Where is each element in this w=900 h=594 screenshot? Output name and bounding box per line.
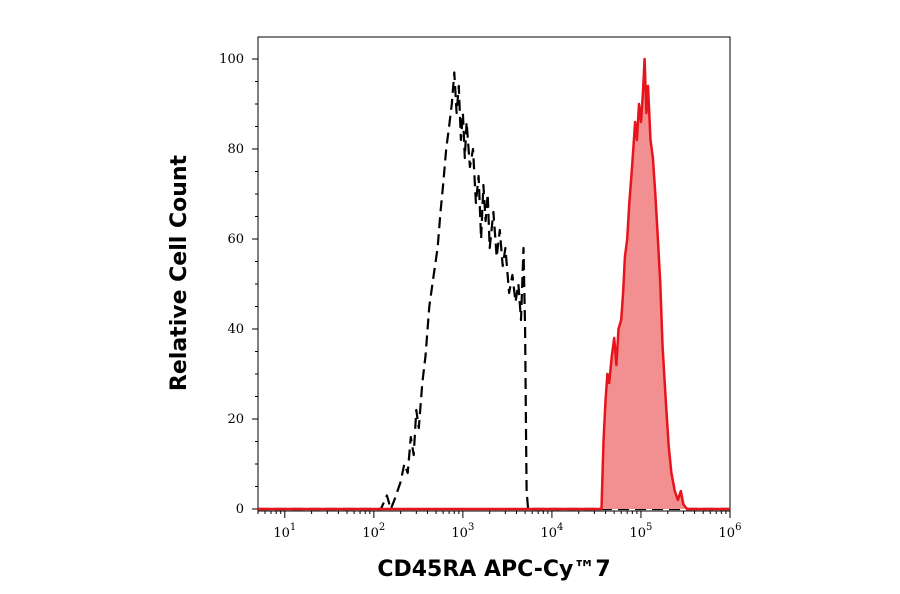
y-tick-label: 40 — [227, 322, 244, 337]
y-axis-title: Relative Cell Count — [167, 154, 192, 391]
series-layer — [258, 57, 730, 511]
x-axis-ticks: 101 102 103 104 105 106 — [257, 511, 742, 541]
y-tick-label: 0 — [236, 502, 244, 517]
y-axis-ticks: 0 20 40 60 80 100 — [219, 52, 258, 517]
x-tick-label: 105 — [629, 522, 652, 541]
x-tick-label: 104 — [540, 522, 563, 541]
y-tick-label: 20 — [227, 412, 244, 427]
y-tick-label: 60 — [227, 232, 244, 247]
series-2-line — [258, 57, 730, 511]
x-tick-label: 103 — [451, 522, 474, 541]
y-tick-label: 80 — [227, 142, 244, 157]
plot-frame — [257, 36, 731, 512]
x-tick-label: 102 — [362, 522, 385, 541]
series-2-area — [258, 59, 730, 509]
x-tick-label: 106 — [719, 522, 742, 541]
x-axis-title: CD45RA APC-Cy™7 — [377, 557, 610, 582]
x-tick-label: 101 — [273, 522, 296, 541]
series-1-line — [258, 71, 730, 511]
y-tick-label: 100 — [219, 52, 244, 67]
